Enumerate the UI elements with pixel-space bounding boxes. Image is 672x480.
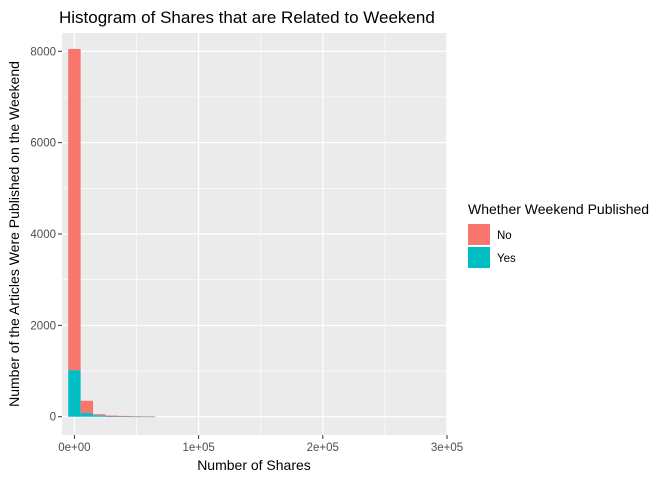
bar-no-bin-1 <box>80 400 94 414</box>
x-tick-label: 3e+05 <box>431 442 463 454</box>
legend-entries: No Yes <box>468 224 516 268</box>
bar-yes-bin-4 <box>117 416 131 418</box>
bar-no-bin-6 <box>142 416 156 417</box>
y-axis-ticks: 0 2000 4000 6000 8000 <box>30 46 62 424</box>
legend-title: Whether Weekend Published <box>468 201 649 217</box>
bar-no-bin-5 <box>130 416 143 417</box>
y-axis-title: Number of the Articles Were Published on… <box>6 61 22 407</box>
chart-title: Histogram of Shares that are Related to … <box>59 8 435 27</box>
bar-yes-bin-1 <box>80 413 94 417</box>
legend-key-no <box>468 224 490 245</box>
bar-yes-bin-3 <box>105 416 118 417</box>
x-axis-ticks: 0e+00 1e+05 2e+05 3e+05 <box>58 435 463 454</box>
histogram-bars <box>68 48 156 418</box>
legend-label-yes: Yes <box>497 253 516 265</box>
bar-no-bin-0 <box>68 48 81 371</box>
legend-key-yes <box>468 247 490 268</box>
y-tick-label: 2000 <box>30 320 56 332</box>
bar-yes-bin-5 <box>130 416 143 418</box>
bar-yes-bin-2 <box>93 415 106 417</box>
x-axis-title: Number of Shares <box>197 457 311 473</box>
y-tick-label: 0 <box>50 412 56 424</box>
x-tick-label: 0e+00 <box>58 442 90 454</box>
y-tick-label: 6000 <box>30 138 56 150</box>
bar-yes-bin-0 <box>68 370 81 417</box>
legend: Whether Weekend Published No Yes <box>468 201 649 268</box>
x-tick-label: 1e+05 <box>182 442 214 454</box>
y-tick-label: 8000 <box>30 46 56 58</box>
x-tick-label: 2e+05 <box>307 442 339 454</box>
y-tick-label: 4000 <box>30 229 56 241</box>
legend-label-no: No <box>497 230 512 242</box>
bar-yes-bin-6 <box>142 416 156 418</box>
bar-no-bin-4 <box>117 415 131 417</box>
bar-no-bin-2 <box>93 414 106 416</box>
bar-no-bin-3 <box>105 415 118 417</box>
